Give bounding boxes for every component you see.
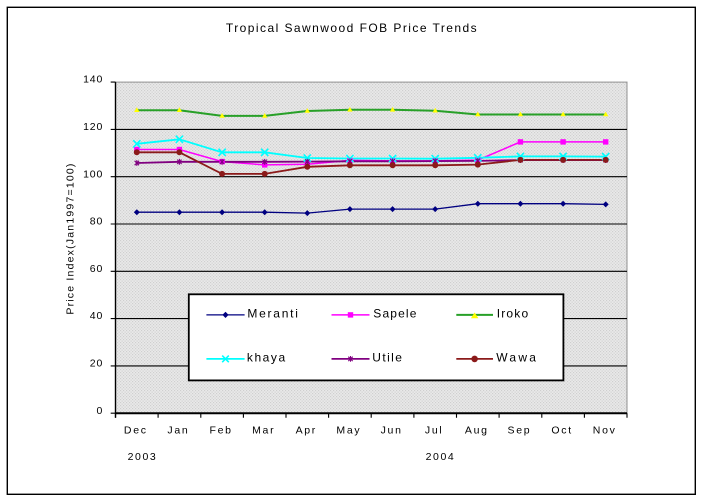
svg-text:120: 120	[83, 121, 103, 133]
svg-text:Iroko: Iroko	[497, 307, 530, 321]
svg-text:Wawa: Wawa	[496, 351, 538, 365]
svg-text:60: 60	[90, 263, 103, 275]
svg-text:Utile: Utile	[372, 351, 403, 365]
svg-text:Nov: Nov	[593, 424, 617, 436]
svg-text:Oct: Oct	[551, 424, 572, 436]
svg-text:0: 0	[96, 405, 103, 417]
svg-text:2004: 2004	[426, 451, 456, 463]
svg-text:40: 40	[90, 310, 103, 322]
svg-text:Apr: Apr	[296, 424, 317, 436]
svg-text:140: 140	[83, 74, 103, 86]
svg-text:khaya: khaya	[247, 351, 287, 365]
svg-text:Sep: Sep	[508, 424, 532, 436]
svg-text:Dec: Dec	[124, 424, 148, 436]
svg-text:100: 100	[83, 168, 103, 180]
svg-text:Jul: Jul	[425, 424, 444, 436]
svg-text:Price Index(Jan1997=100): Price Index(Jan1997=100)	[65, 162, 77, 314]
svg-text:2003: 2003	[128, 451, 158, 463]
svg-text:Mar: Mar	[252, 424, 275, 436]
svg-text:Sapele: Sapele	[373, 307, 417, 321]
svg-text:80: 80	[90, 216, 103, 228]
svg-text:Jan: Jan	[167, 424, 189, 436]
svg-text:Tropical Sawnwood FOB Price Tr: Tropical Sawnwood FOB Price Trends	[226, 21, 478, 35]
svg-text:Jun: Jun	[381, 424, 403, 436]
svg-text:Aug: Aug	[465, 424, 489, 436]
svg-text:20: 20	[90, 358, 103, 370]
svg-text:May: May	[336, 424, 361, 436]
svg-text:Feb: Feb	[209, 424, 232, 436]
svg-text:Meranti: Meranti	[247, 307, 299, 321]
